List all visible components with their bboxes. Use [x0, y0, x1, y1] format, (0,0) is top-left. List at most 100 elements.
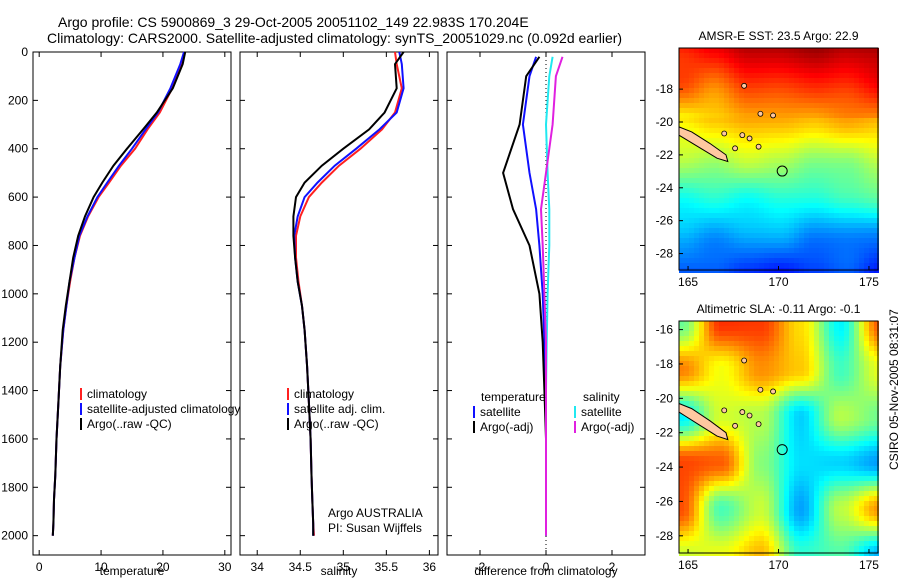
sla_map-cell: [799, 416, 804, 421]
sst_map-cell: [799, 223, 804, 228]
sla_map-cell: [809, 546, 814, 551]
sst_map-cell: [724, 148, 729, 153]
sst_map-cell: [794, 83, 799, 88]
sst_map-cell: [704, 233, 709, 238]
sla_map-cell: [794, 321, 799, 326]
sst_map-cell: [744, 128, 749, 133]
sla_map-cell: [834, 431, 839, 436]
sst_map-cell: [699, 63, 704, 68]
sla_map-cell: [754, 461, 759, 466]
sla_map-cell: [854, 466, 859, 471]
sla_map-cell: [704, 326, 709, 331]
sst_map-cell: [824, 223, 829, 228]
sla_map-cell: [789, 331, 794, 336]
sst_map-cell: [859, 248, 864, 253]
sla_map-cell: [689, 521, 694, 526]
sst_map-cell: [739, 173, 744, 178]
sla_map-cell: [729, 506, 734, 511]
sst_map-cell: [804, 173, 809, 178]
sla_map-cell: [804, 486, 809, 491]
sst_map-cell: [699, 158, 704, 163]
sst_map-cell: [864, 93, 869, 98]
sst_map-cell: [824, 133, 829, 138]
sla_map-cell: [699, 521, 704, 526]
sst_map-cell: [804, 208, 809, 213]
sla_map-cell: [744, 461, 749, 466]
sla_map-cell: [759, 476, 764, 481]
sla_map-cell: [689, 336, 694, 341]
sst_map-cell: [764, 233, 769, 238]
sst_map-cell: [704, 183, 709, 188]
sla_map-cell: [864, 471, 869, 476]
sst_map-cell: [799, 238, 804, 243]
sla_map-cell: [874, 346, 879, 351]
sst_map-cell: [789, 68, 794, 73]
sst_map-cell: [859, 243, 864, 248]
sst_map-island: [770, 112, 776, 119]
sla_map-cell: [699, 541, 704, 546]
sla_map-cell: [719, 451, 724, 456]
sla_map-cell: [739, 441, 744, 446]
sst_map-cell: [739, 223, 744, 228]
sst_map-cell: [764, 213, 769, 218]
sst_map-cell: [779, 178, 784, 183]
sst_map-cell: [764, 128, 769, 133]
sst_map-cell: [864, 153, 869, 158]
sla_map-cell: [709, 361, 714, 366]
sla_map-cell: [694, 346, 699, 351]
sla_map-cell: [734, 331, 739, 336]
sla_map-cell: [874, 336, 879, 341]
sst_map-cell: [769, 203, 774, 208]
sla_map-cell: [779, 371, 784, 376]
sla_map-cell: [684, 336, 689, 341]
sst_map-cell: [804, 123, 809, 128]
sst_map-cell: [734, 258, 739, 263]
sst_map-cell: [814, 68, 819, 73]
sst_map-cell: [859, 73, 864, 78]
sla_map-cell: [819, 386, 824, 391]
sst_map-cell: [814, 73, 819, 78]
sst_map-cell: [789, 63, 794, 68]
sst_map-cell: [709, 63, 714, 68]
sla_map-cell: [874, 511, 879, 516]
sla_map-cell: [799, 351, 804, 356]
sst_map-cell: [784, 218, 789, 223]
sst_map-cell: [784, 183, 789, 188]
sla_map-cell: [734, 451, 739, 456]
sst_map-cell: [754, 223, 759, 228]
sst_map-cell: [784, 48, 789, 53]
sst_map-cell: [724, 128, 729, 133]
sst_map-cell: [779, 143, 784, 148]
sla_map-cell: [694, 351, 699, 356]
sst_map-cell: [744, 193, 749, 198]
sst_map-cell: [774, 178, 779, 183]
sst_map-cell: [874, 183, 879, 188]
sla_map-cell: [844, 381, 849, 386]
sst_map-cell: [749, 178, 754, 183]
sla_map-cell: [714, 541, 719, 546]
sst_map-cell: [689, 83, 694, 88]
sst_map-cell: [824, 108, 829, 113]
sla_map-cell: [849, 466, 854, 471]
sst_map-cell: [869, 143, 874, 148]
sla_map-cell: [814, 391, 819, 396]
sst_map-cell: [844, 168, 849, 173]
sst_map-cell: [824, 228, 829, 233]
salinity-xtick-label: 35.5: [375, 560, 399, 574]
sla_map-cell: [864, 486, 869, 491]
sla_map-cell: [689, 391, 694, 396]
sla_map-cell: [754, 471, 759, 476]
sla_map-cell: [724, 541, 729, 546]
sst_map-cell: [744, 93, 749, 98]
sst_map-cell: [739, 148, 744, 153]
sst_map-cell: [839, 153, 844, 158]
sst_map-cell: [849, 173, 854, 178]
sla_map-cell: [679, 441, 684, 446]
sst_map-cell: [764, 188, 769, 193]
sst_map-cell: [759, 118, 764, 123]
sla_map-island: [746, 412, 753, 419]
sst_map-cell: [774, 223, 779, 228]
sst_map-cell: [744, 113, 749, 118]
sla_map-cell: [679, 481, 684, 486]
sla_map-cell: [764, 391, 769, 396]
